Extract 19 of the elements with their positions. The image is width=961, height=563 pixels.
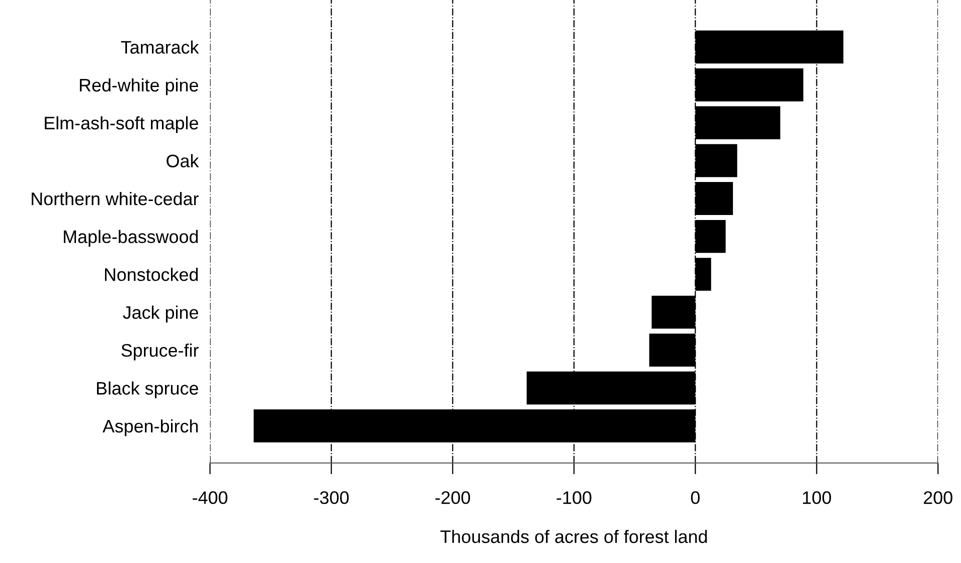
x-tick-label: 0 <box>691 491 700 504</box>
y-tick-label: Black spruce <box>97 381 198 398</box>
y-tick-label: Aspen-birch <box>102 419 198 436</box>
x-tick-label: -400 <box>192 491 228 504</box>
y-tick-label: Oak <box>166 154 199 168</box>
y-tick-label: Nonstocked <box>105 268 198 282</box>
x-axis-title: Thousands of acres of forest land <box>440 530 707 544</box>
y-tick-label: Elm-ash-soft maple <box>44 116 198 134</box>
x-tick-label: -200 <box>435 491 470 504</box>
y-tick-label: Red-white pine <box>80 78 198 96</box>
y-tick-label: Tamarack <box>121 40 199 54</box>
x-tick-label: -100 <box>556 491 592 504</box>
x-tick-label: 100 <box>802 491 832 504</box>
x-tick-label: 200 <box>924 491 952 504</box>
y-tick-label: Northern white-cedar <box>32 192 199 206</box>
y-tick-label: Spruce-fir <box>121 344 199 360</box>
x-tick-label: -300 <box>314 491 349 504</box>
y-tick-label: Maple-basswood <box>64 230 198 247</box>
y-tick-label: Jack pine <box>122 306 198 322</box>
